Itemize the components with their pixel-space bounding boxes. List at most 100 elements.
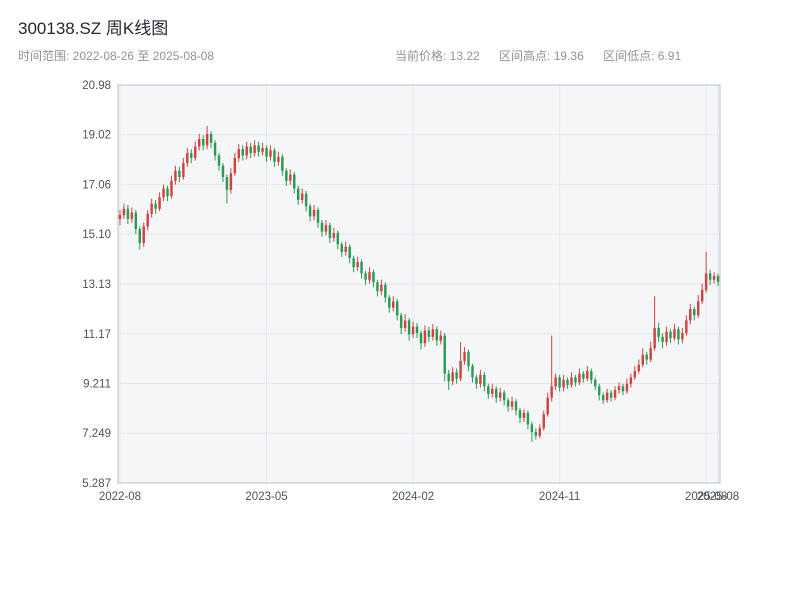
candle-body (122, 208, 126, 216)
candle-body (388, 297, 391, 308)
y-tick-label: 9.211 (83, 378, 111, 390)
candle-body (633, 371, 637, 378)
y-tick-label: 15.10 (82, 229, 111, 241)
candle-body (344, 246, 347, 252)
candle-body (340, 244, 343, 252)
candle-body (118, 215, 122, 219)
candle-body (578, 373, 581, 383)
candle-body (399, 315, 403, 328)
candle-body (530, 424, 534, 432)
candle-body (550, 386, 553, 398)
candle-body (574, 377, 577, 383)
candle-body (546, 397, 549, 415)
candle-body (130, 212, 134, 219)
candle-body (689, 308, 692, 321)
x-tick-label: 2024-11 (539, 491, 580, 503)
y-tick-label: 19.02 (82, 130, 111, 142)
candle-body (225, 177, 229, 190)
candle-body (150, 203, 153, 214)
candle-body (209, 133, 213, 143)
candle-body (463, 352, 466, 361)
candle-body (411, 326, 415, 335)
candle-body (554, 377, 557, 387)
x-tick-label: 2025-08 (697, 491, 739, 503)
candle-body (138, 229, 142, 244)
candle-body (447, 373, 450, 382)
candle-body (538, 428, 542, 436)
candle-body (696, 301, 700, 316)
candles-layer (118, 126, 720, 442)
x-tick-label: 2024-02 (392, 491, 434, 503)
candle-body (289, 174, 292, 181)
price-stats: 当前价格: 13.22 区间高点: 19.36 区间低点: 6.91 (395, 47, 697, 64)
candle-body (423, 330, 427, 344)
candle-body (562, 379, 565, 388)
candle-body (653, 327, 656, 349)
candle-body (190, 152, 193, 159)
candle-body (158, 197, 161, 209)
candle-body (491, 388, 494, 394)
candle-body (277, 156, 280, 162)
date-range-label: 时间范围: 2022-08-26 至 2025-08-08 (18, 49, 215, 63)
candle-body (364, 273, 367, 280)
candle-body (419, 333, 423, 344)
candle-body (487, 386, 490, 394)
candle-body (241, 149, 244, 156)
y-tick-label: 13.13 (82, 279, 111, 291)
candle-body (221, 165, 225, 178)
candle-body (356, 262, 359, 268)
candle-body (605, 392, 609, 401)
page-title: 300138.SZ 周K线图 (18, 19, 169, 38)
candle-body (372, 272, 375, 283)
candle-body (269, 150, 272, 157)
y-tick-label: 5.287 (82, 478, 111, 490)
candle-body (483, 374, 486, 387)
candle-body (594, 379, 597, 387)
candle-body (661, 336, 664, 342)
candle-body (265, 147, 268, 157)
candle-body (677, 329, 680, 340)
candle-body (455, 372, 458, 379)
x-tick-label: 2025-08 (685, 491, 727, 503)
candle-body (197, 139, 201, 147)
candle-body (308, 206, 312, 217)
candle-body (629, 377, 633, 384)
candle-body (427, 330, 431, 337)
candle-body (146, 213, 149, 227)
candle-body (324, 225, 328, 232)
candle-body (518, 410, 522, 418)
candle-body (700, 289, 704, 302)
candle-body (415, 326, 419, 334)
candle-body (506, 400, 510, 407)
y-axis-labels: 20.98 19.02 17.06 15.10 13.13 11.17 9.211 7.249… (82, 80, 111, 490)
candle-body (558, 377, 561, 388)
candle-body (649, 348, 652, 360)
candle-body (205, 133, 209, 146)
candle-body (693, 308, 696, 316)
candle-body (673, 329, 676, 339)
candle-body (245, 146, 248, 156)
range-low-stat: 区间低点: 6.91 (603, 49, 682, 63)
candle-body (641, 354, 644, 365)
candle-body (348, 246, 351, 259)
candle-body (368, 272, 371, 280)
x-axis-labels: 2022-08 2023-05 2024-02 2024-11 2025-082025-… (99, 491, 739, 503)
candle-body (403, 320, 407, 328)
candle-body (514, 401, 518, 411)
candle-body (316, 210, 320, 223)
candle-body (142, 226, 145, 244)
current-price-stat: 当前价格: 13.22 (395, 49, 480, 63)
candle-body (384, 284, 387, 298)
candle-body (685, 320, 688, 334)
candle-body (522, 412, 526, 418)
candle-body (621, 386, 625, 392)
candle-body (657, 327, 660, 337)
candle-body (380, 284, 383, 292)
candle-body (237, 149, 241, 159)
candle-body (162, 188, 165, 198)
candle-body (233, 158, 237, 174)
y-tick-label: 17.06 (82, 179, 111, 191)
candle-body (273, 150, 276, 162)
candle-body (166, 188, 169, 197)
